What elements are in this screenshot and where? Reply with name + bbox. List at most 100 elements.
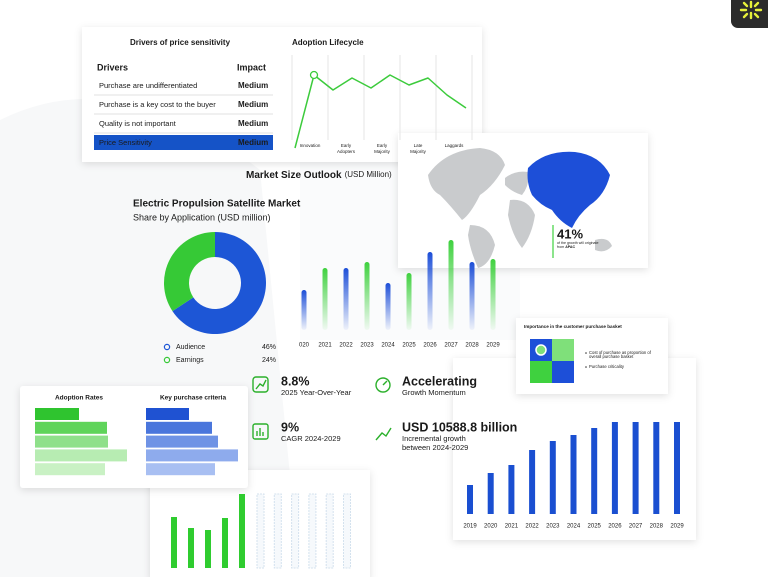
header: Impact <box>237 62 266 72</box>
year-label: 2023 <box>360 343 374 349</box>
driver: Quality is not important <box>99 119 177 128</box>
year-label: 2026 <box>423 343 437 349</box>
apac-region <box>527 151 610 228</box>
card-title: Key purchase criteria <box>160 395 227 402</box>
impact: Medium <box>238 138 268 147</box>
map-region: APAC <box>565 245 575 249</box>
bar <box>343 268 349 330</box>
forecast-bar <box>343 493 351 569</box>
kpi-value: 9% <box>281 420 299 434</box>
bar <box>239 494 245 568</box>
stage-label: Innovation <box>300 143 321 148</box>
bullet <box>585 366 587 368</box>
year-label: 2021 <box>318 343 332 349</box>
basket-bullet: Cost of purchase as proportion of <box>589 350 652 355</box>
legend-dot <box>163 343 171 351</box>
impact: Medium <box>238 81 268 90</box>
map-text-line: from <box>557 245 564 249</box>
lifecycle-curve <box>294 74 467 149</box>
bar <box>611 422 618 514</box>
year-label: 2028 <box>650 524 664 530</box>
hbar <box>146 421 212 434</box>
bar <box>487 473 494 514</box>
forecast-bar <box>308 493 317 569</box>
year-label: 2022 <box>339 343 353 349</box>
stage-label: Majority <box>374 149 391 154</box>
hbar <box>146 463 215 476</box>
brand-icon <box>739 0 763 20</box>
brand-badge <box>731 0 768 28</box>
kpi-value: USD 10588.8 billion <box>402 420 517 434</box>
year-label: 2027 <box>444 343 458 349</box>
bar <box>322 268 328 330</box>
legend-name: Earnings <box>176 357 204 364</box>
bar <box>222 518 228 568</box>
year-label: 2020 <box>484 524 498 530</box>
bar <box>674 422 680 514</box>
outlook-unit: (USD Million) <box>345 170 392 179</box>
stage-label: Early <box>377 143 388 148</box>
driver: Purchase are undifferentiated <box>99 81 197 90</box>
bar <box>301 290 307 330</box>
hbar <box>35 463 105 476</box>
kpi-caption: Growth Momentum <box>402 388 466 397</box>
card-title: Adoption Rates <box>55 395 103 402</box>
year-label: 2019 <box>463 524 477 530</box>
stage-label: Late <box>414 143 423 148</box>
bar <box>469 262 475 330</box>
hbar <box>146 408 189 420</box>
stage-label: Early <box>341 143 352 148</box>
map-card <box>398 133 648 268</box>
year-label: 2027 <box>629 524 643 530</box>
bar <box>529 450 536 514</box>
bar <box>591 428 598 514</box>
year-label: 2021 <box>505 524 519 530</box>
bar <box>448 240 454 330</box>
donut-segment <box>164 232 215 312</box>
driver: Purchase is a key cost to the buyer <box>99 100 216 109</box>
row-highlight <box>94 135 273 150</box>
bar <box>508 465 515 514</box>
kpi-caption: between 2024-2029 <box>402 443 468 452</box>
map-text: of the growth will originate <box>557 241 599 245</box>
year-label: 020 <box>299 343 310 349</box>
donut-subtitle: Share by Application (USD million) <box>133 212 271 222</box>
stage-label: Adopters <box>337 149 356 154</box>
bar <box>385 283 391 330</box>
bar <box>406 273 412 330</box>
outlook-title-main: Market Size Outlook <box>246 170 342 181</box>
year-label: 2025 <box>402 343 416 349</box>
map-stat: 41% <box>557 226 583 241</box>
bar <box>188 528 194 568</box>
map-text: fromAPAC <box>557 245 576 249</box>
kpi-icons <box>252 376 392 441</box>
driver: Price Sensitivity <box>99 138 152 147</box>
year-label: 2029 <box>486 343 500 349</box>
bar <box>549 441 556 514</box>
year-label: 2026 <box>608 524 622 530</box>
outlook-title: Market Size Outlook (USD Million) <box>246 170 392 181</box>
header: Drivers <box>97 62 128 72</box>
basket-bullet: overall purchase basket <box>589 354 634 359</box>
bar <box>364 262 370 330</box>
kpi-value: Accelerating <box>402 374 477 388</box>
impact: Medium <box>238 119 268 128</box>
year-label: 2029 <box>670 524 684 530</box>
hbar <box>35 449 127 462</box>
bar <box>653 422 660 514</box>
donut-segment <box>172 232 267 334</box>
bar <box>632 422 639 514</box>
hbar <box>146 449 238 462</box>
peak-marker <box>309 70 319 80</box>
kpi-caption: Incremental growth <box>402 434 466 443</box>
stage-label: Laggards <box>445 143 465 148</box>
forecast-bar <box>325 493 334 569</box>
stage-label: Majority <box>410 149 427 154</box>
legend-value: 24% <box>262 357 276 364</box>
bar <box>570 435 577 514</box>
year-label: 2024 <box>567 524 581 530</box>
legend-value: 46% <box>262 344 276 351</box>
bar <box>467 485 473 514</box>
